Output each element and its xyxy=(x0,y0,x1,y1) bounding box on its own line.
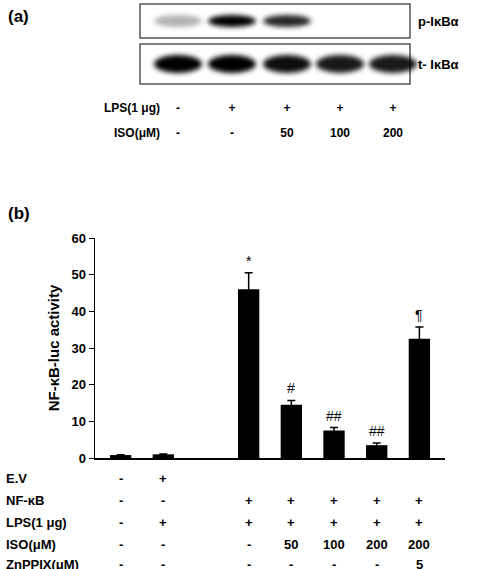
svg-text:20: 20 xyxy=(71,377,85,392)
svg-text:(b): (b) xyxy=(8,204,30,223)
svg-text:+: + xyxy=(228,101,235,115)
svg-text:+: + xyxy=(159,515,167,530)
svg-text:*: * xyxy=(246,253,252,269)
svg-text:p-IκBα: p-IκBα xyxy=(418,14,459,29)
svg-text:+: + xyxy=(287,515,295,530)
svg-text:10: 10 xyxy=(71,414,85,429)
svg-text:+: + xyxy=(415,515,423,530)
svg-text:+: + xyxy=(373,515,381,530)
svg-text:200: 200 xyxy=(383,126,403,140)
svg-text:30: 30 xyxy=(71,341,85,356)
svg-text:-: - xyxy=(161,537,165,552)
svg-text:+: + xyxy=(245,493,253,508)
svg-text:NF-κB-luc activity: NF-κB-luc activity xyxy=(45,284,62,411)
svg-text:-: - xyxy=(332,557,336,569)
svg-text:200: 200 xyxy=(366,537,388,552)
svg-text:100: 100 xyxy=(330,126,350,140)
svg-text:-: - xyxy=(119,515,123,530)
svg-text:0: 0 xyxy=(79,451,86,466)
svg-text:+: + xyxy=(336,101,343,115)
svg-text:-: - xyxy=(247,557,251,569)
svg-text:##: ## xyxy=(326,408,342,424)
svg-text:ISO(μM): ISO(μM) xyxy=(6,537,56,552)
svg-text:+: + xyxy=(245,515,253,530)
svg-text:60: 60 xyxy=(71,231,85,246)
svg-text:-: - xyxy=(119,493,123,508)
svg-text:+: + xyxy=(415,493,423,508)
svg-text:40: 40 xyxy=(71,304,85,319)
svg-text:+: + xyxy=(389,101,396,115)
svg-text:50: 50 xyxy=(284,537,298,552)
svg-text:+: + xyxy=(159,471,167,486)
svg-text:ZnPPIX(μM): ZnPPIX(μM) xyxy=(6,557,79,569)
svg-text:E.V: E.V xyxy=(6,471,27,486)
svg-text:+: + xyxy=(287,493,295,508)
svg-text:50: 50 xyxy=(280,126,294,140)
svg-text:NF-κB: NF-κB xyxy=(6,493,44,508)
svg-text:(a): (a) xyxy=(8,7,29,26)
svg-text:-: - xyxy=(289,557,293,569)
svg-text:-: - xyxy=(176,126,180,140)
svg-text:-: - xyxy=(230,126,234,140)
svg-text:+: + xyxy=(330,493,338,508)
svg-text:5: 5 xyxy=(416,557,423,569)
svg-text:-: - xyxy=(119,471,123,486)
svg-text:t- IκBα: t- IκBα xyxy=(418,57,459,72)
svg-text:-: - xyxy=(119,537,123,552)
svg-text:##: ## xyxy=(369,423,385,439)
svg-text:+: + xyxy=(373,493,381,508)
svg-text:#: # xyxy=(287,380,295,396)
svg-text:-: - xyxy=(247,537,251,552)
svg-text:-: - xyxy=(161,557,165,569)
svg-text:ISO(μM): ISO(μM) xyxy=(114,126,160,140)
svg-text:-: - xyxy=(176,101,180,115)
svg-text:LPS(1 μg): LPS(1 μg) xyxy=(104,101,160,115)
svg-text:+: + xyxy=(283,101,290,115)
svg-text:¶: ¶ xyxy=(415,307,423,323)
svg-text:200: 200 xyxy=(408,537,430,552)
svg-text:-: - xyxy=(375,557,379,569)
svg-text:50: 50 xyxy=(71,267,85,282)
svg-text:-: - xyxy=(161,493,165,508)
svg-text:LPS(1 μg): LPS(1 μg) xyxy=(6,515,67,530)
svg-text:100: 100 xyxy=(323,537,345,552)
svg-text:-: - xyxy=(119,557,123,569)
svg-text:+: + xyxy=(330,515,338,530)
